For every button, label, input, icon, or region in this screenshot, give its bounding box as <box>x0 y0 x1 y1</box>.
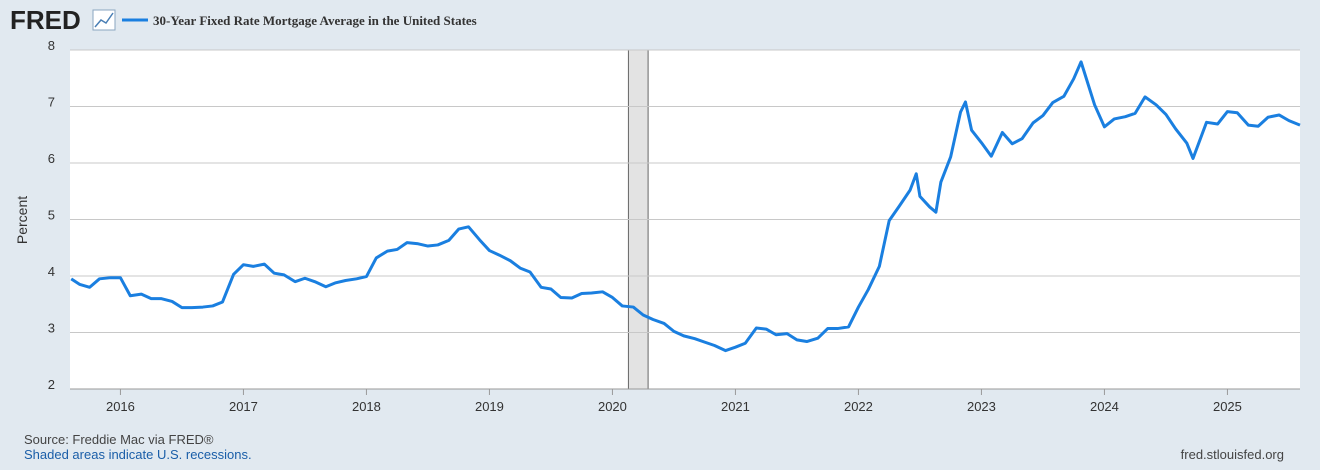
logo: FRED <box>10 5 81 35</box>
y-tick-label: 6 <box>48 151 55 166</box>
y-axis-label: Percent <box>14 196 30 244</box>
series-line <box>70 60 1301 353</box>
site[interactable]: fred.stlouisfed.org <box>1181 447 1284 462</box>
x-tick-label: 2022 <box>844 399 873 414</box>
logo-icon <box>92 9 116 31</box>
x-tick-label: 2025 <box>1213 399 1242 414</box>
y-tick-label: 5 <box>48 208 55 223</box>
x-tick-label: 2018 <box>352 399 381 414</box>
y-tick-label: 3 <box>48 321 55 336</box>
x-tick-label: 2016 <box>106 399 135 414</box>
x-tick-label: 2017 <box>229 399 258 414</box>
x-tick-label: 2024 <box>1090 399 1119 414</box>
recession-note[interactable]: Shaded areas indicate U.S. recessions. <box>24 447 252 462</box>
x-tick-label: 2023 <box>967 399 996 414</box>
x-tick-label: 2021 <box>721 399 750 414</box>
x-tick-label: 2020 <box>598 399 627 414</box>
legend-label: 30-Year Fixed Rate Mortgage Average in t… <box>153 13 477 28</box>
y-tick-label: 4 <box>48 264 55 279</box>
x-tick-label: 2019 <box>475 399 504 414</box>
y-tick-label: 2 <box>48 377 55 392</box>
source: Source: Freddie Mac via FRED® <box>24 432 214 447</box>
y-tick-label: 7 <box>48 95 55 110</box>
y-tick-label: 8 <box>48 38 55 53</box>
